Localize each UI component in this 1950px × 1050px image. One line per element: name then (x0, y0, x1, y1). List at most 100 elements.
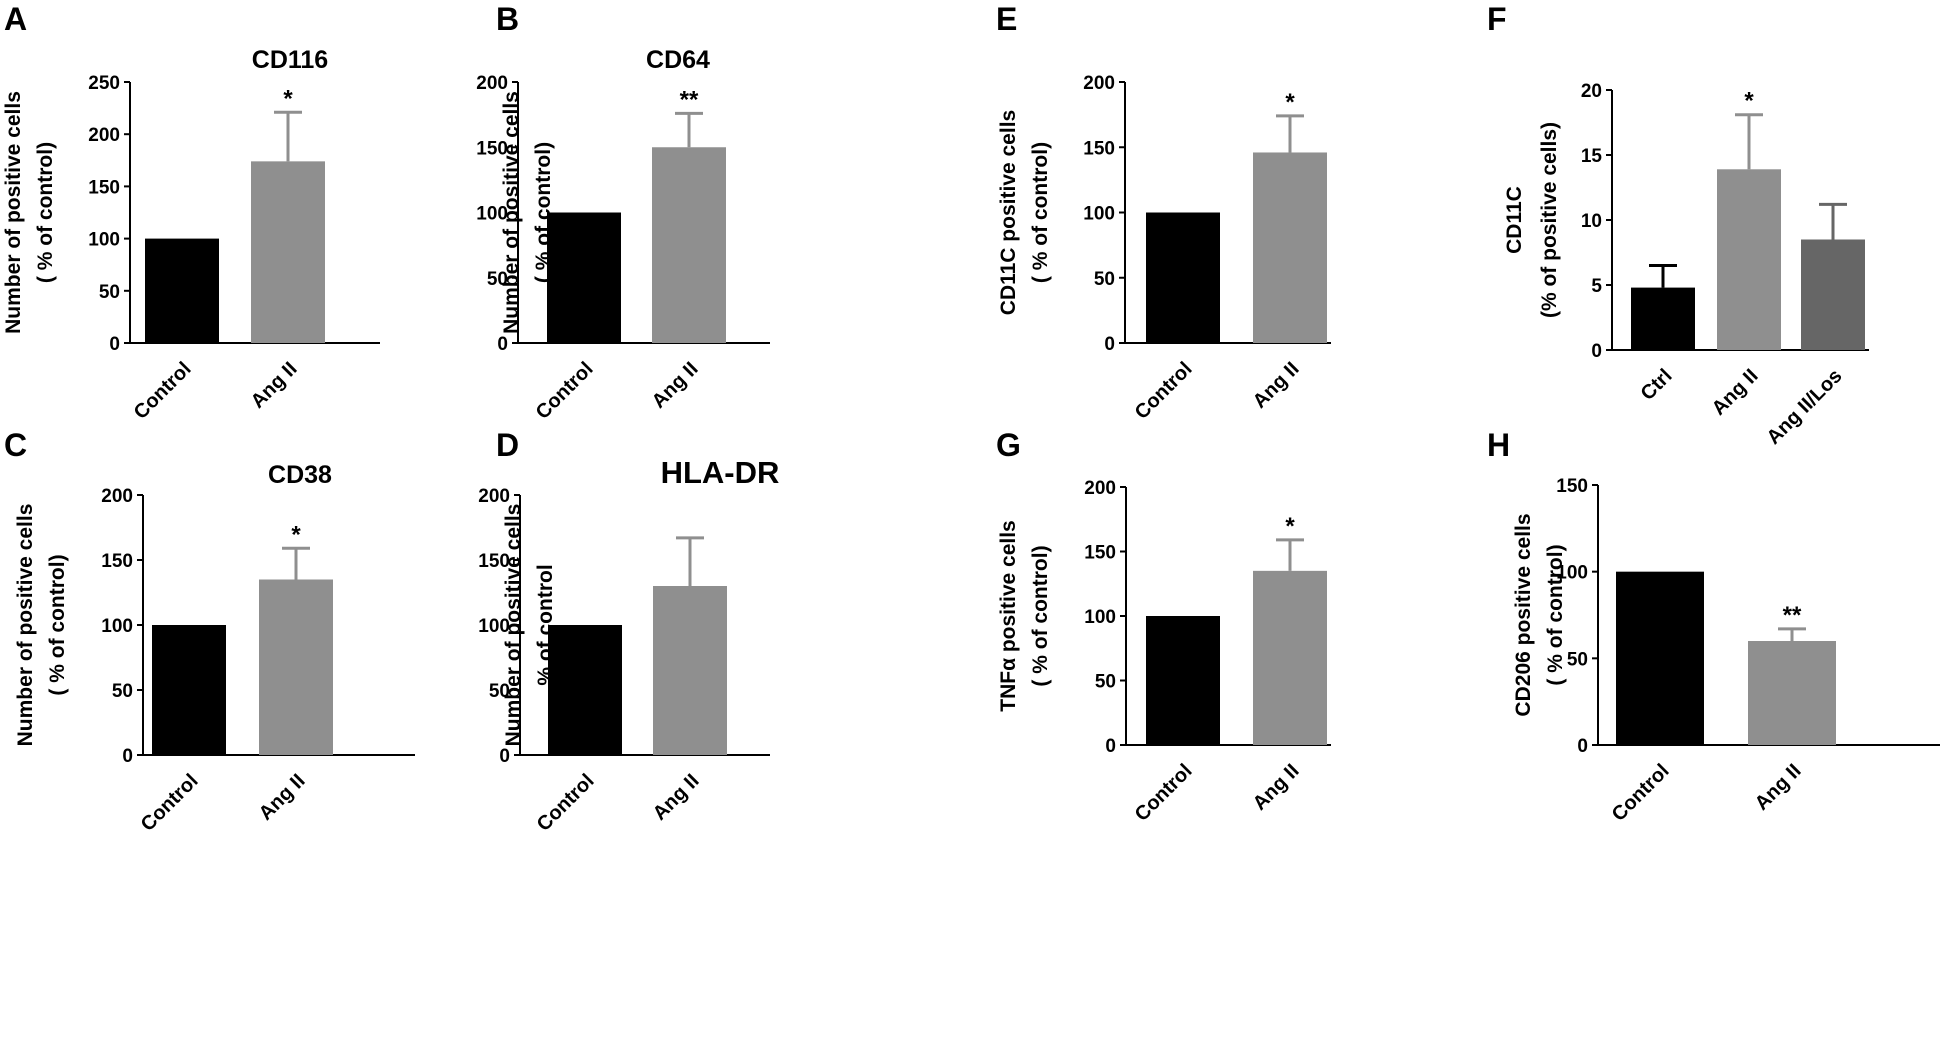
y-tick-label: 50 (112, 681, 133, 702)
y-tick-label: 100 (1556, 563, 1588, 584)
x-tick-label: Control (137, 770, 203, 836)
y-tick-label: 50 (1094, 269, 1115, 290)
y-tick-label: 150 (476, 138, 508, 159)
y-tick-label: 15 (1581, 146, 1603, 167)
y-axis-label: TNFα positive cells (997, 520, 1020, 711)
bar-control (145, 238, 219, 343)
y-tick-label: 100 (1084, 607, 1116, 628)
y-axis-label: Number of positive cells (14, 504, 37, 747)
bar-ang-ii (652, 147, 726, 343)
y-tick-label: 200 (88, 125, 120, 146)
y-tick-label: 0 (499, 746, 510, 767)
x-tick-label: Ang II (649, 770, 704, 825)
panel-letter: D (496, 427, 519, 463)
x-tick-label: Ang II (1751, 760, 1806, 815)
y-tick-label: 5 (1591, 276, 1602, 297)
panel-e: E 0 50 100 150 200 CD11C positive cells ( % of … (996, 1, 1331, 424)
panel-letter: A (4, 1, 27, 37)
x-tick-label: Control (1131, 760, 1197, 826)
significance-label: * (1285, 89, 1295, 116)
y-tick-label: 50 (1567, 649, 1588, 670)
y-tick-label: 0 (497, 334, 508, 355)
bar-ang-ii (1253, 152, 1327, 343)
y-tick-label: 50 (1095, 672, 1116, 693)
y-axis-label: (% of positive cells) (1538, 122, 1561, 318)
y-axis-label: ( % of control) (34, 142, 57, 283)
significance-label: * (283, 85, 293, 112)
panel-letter: B (496, 1, 519, 37)
y-axis-label: Number of positive cells (502, 504, 525, 747)
y-tick-label: 150 (88, 177, 120, 198)
panel-letter: C (4, 427, 27, 463)
x-tick-label: Control (532, 358, 598, 424)
y-tick-label: 100 (101, 616, 133, 637)
panel-c: C CD38 0 50 100 150 200 Number of positive cell… (4, 427, 415, 836)
y-tick-label: 0 (1591, 341, 1602, 362)
y-axis-label: CD11C positive cells (997, 110, 1020, 315)
bar-ang-ii-los (1801, 239, 1865, 350)
y-tick-label: 10 (1581, 211, 1602, 232)
significance-label: * (291, 521, 301, 548)
y-tick-label: 0 (1577, 736, 1588, 757)
y-tick-label: 50 (487, 269, 508, 290)
y-tick-label: 150 (1556, 476, 1588, 497)
chart-title: HLA-DR (661, 455, 780, 490)
x-tick-label: Control (533, 770, 599, 836)
chart-title: CD116 (252, 46, 328, 74)
y-tick-label: 150 (1084, 543, 1116, 564)
significance-label: ** (1783, 602, 1802, 629)
panel-h: H 0 50 100 150 CD206 positive cells ( % of con… (1487, 427, 1940, 826)
bar-control (547, 212, 621, 343)
y-tick-label: 50 (489, 681, 510, 702)
y-axis-label: ( % of control) (1029, 142, 1052, 283)
bar-ang-ii (653, 586, 727, 755)
y-tick-label: 50 (99, 282, 120, 303)
y-tick-label: 200 (1084, 478, 1116, 499)
y-axis-label: Number of positive cells (2, 91, 25, 334)
chart-title: CD64 (646, 46, 710, 74)
x-tick-label: Ang II/Los (1763, 365, 1847, 449)
panel-letter: H (1487, 427, 1510, 463)
panel-a: A CD116 0 50 100 150 200 250 Number of positive … (2, 1, 380, 424)
bar-control (1146, 616, 1220, 745)
y-tick-label: 0 (1105, 736, 1116, 757)
x-tick-label: Control (1608, 760, 1674, 826)
chart-title: CD38 (268, 461, 332, 489)
bar-ang-ii (1748, 641, 1836, 745)
panel-letter: F (1487, 1, 1507, 37)
y-tick-label: 100 (478, 616, 510, 637)
significance-label: ** (680, 86, 699, 113)
significance-label: * (1744, 88, 1754, 115)
y-axis-label: ( % of control) (1544, 544, 1567, 685)
y-tick-label: 200 (101, 486, 133, 507)
y-tick-label: 100 (476, 204, 508, 225)
y-tick-label: 250 (88, 73, 120, 94)
y-tick-label: 0 (1104, 334, 1115, 355)
y-tick-label: 200 (478, 486, 510, 507)
y-axis-label: Number of positive cells (500, 91, 523, 334)
y-axis-label: CD206 positive cells (1512, 513, 1535, 716)
x-tick-label: Ctrl (1637, 365, 1677, 405)
x-tick-label: Ang II (255, 770, 310, 825)
y-tick-label: 200 (476, 73, 508, 94)
panel-letter: E (996, 1, 1017, 37)
significance-label: * (1285, 513, 1295, 540)
y-tick-label: 100 (1083, 204, 1115, 225)
x-tick-label: Control (1131, 358, 1197, 424)
bar-ang-ii (1253, 570, 1327, 745)
panel-letter: G (996, 427, 1021, 463)
y-tick-label: 0 (109, 334, 120, 355)
bar-ang-ii (251, 161, 325, 343)
y-tick-label: 0 (122, 746, 133, 767)
bar-ctrl (1631, 287, 1695, 350)
y-axis-label: ( % of control) (1029, 545, 1052, 686)
x-tick-label: Ang II (1708, 365, 1763, 420)
y-tick-label: 200 (1083, 73, 1115, 94)
bar-control (1616, 571, 1704, 745)
bar-ang-ii (259, 579, 333, 755)
x-tick-label: Ang II (1249, 358, 1304, 413)
y-tick-label: 150 (478, 551, 510, 572)
